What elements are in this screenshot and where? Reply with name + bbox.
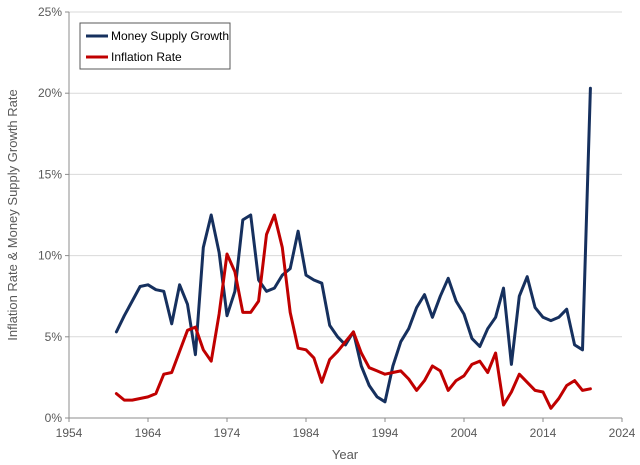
y-tick-label: 10% (38, 249, 62, 263)
y-tick-label: 15% (38, 167, 62, 181)
y-tick-label: 5% (45, 330, 63, 344)
series-line-money-supply-growth (114, 86, 592, 404)
x-tick-label: 1994 (372, 426, 399, 440)
gridlines (69, 11, 622, 338)
series-line-inflation-rate (114, 213, 592, 410)
axes (68, 12, 622, 419)
series-lines (114, 86, 592, 410)
y-axis-title: Inflation Rate & Money Supply Growth Rat… (5, 89, 20, 340)
x-tick-label: 1984 (293, 426, 320, 440)
x-axis-title: Year (332, 447, 359, 462)
x-tick-label: 2024 (609, 426, 636, 440)
legend-label-money-supply: Money Supply Growth (111, 29, 229, 43)
legend-label-inflation: Inflation Rate (111, 50, 182, 64)
legend: Money Supply Growth Inflation Rate (79, 22, 231, 70)
x-tick-label: 1974 (214, 426, 241, 440)
y-tick-label: 25% (38, 5, 62, 19)
y-tick-label: 20% (38, 86, 62, 100)
y-tick-labels: 0% 5% 10% 15% 20% 25% (38, 5, 69, 425)
x-tick-label: 1964 (135, 426, 162, 440)
legend-box (79, 22, 231, 70)
y-tick-label: 0% (45, 411, 63, 425)
x-tick-label: 2004 (451, 426, 478, 440)
x-tick-label: 2014 (530, 426, 557, 440)
x-tick-labels: 1954 1964 1974 1984 1994 2004 2014 2024 (56, 418, 636, 440)
x-tick-label: 1954 (56, 426, 83, 440)
